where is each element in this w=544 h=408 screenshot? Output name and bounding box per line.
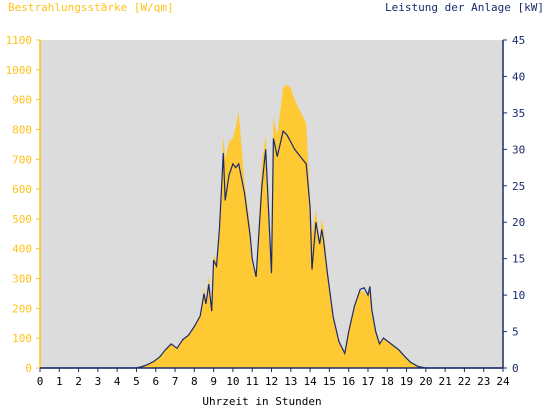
x-axis-title: Uhrzeit in Stunden [202,395,321,408]
y-left-tick-label: 1000 [6,64,33,77]
y-left-tick-label: 500 [12,213,32,226]
x-tick-label: 8 [191,375,198,388]
x-tick-label: 1 [56,375,63,388]
y-right-tick-label: 40 [512,70,525,83]
x-tick-label: 3 [95,375,102,388]
y-left-tick-label: 1100 [6,34,33,47]
y-right-tick-label: 25 [512,180,525,193]
x-tick-label: 13 [284,375,297,388]
x-tick-label: 15 [323,375,336,388]
x-tick-label: 14 [303,375,317,388]
x-tick-label: 0 [37,375,44,388]
y-right-tick-label: 20 [512,216,525,229]
y-left-tick-label: 600 [12,183,32,196]
y-right-tick-label: 15 [512,253,525,266]
x-tick-label: 6 [152,375,159,388]
x-tick-label: 17 [361,375,374,388]
x-tick-label: 24 [496,375,510,388]
y-left-tick-label: 400 [12,243,32,256]
x-tick-label: 10 [226,375,239,388]
x-tick-label: 7 [172,375,179,388]
y-left-tick-label: 700 [12,153,32,166]
y-right-tick-label: 0 [512,362,519,375]
x-tick-label: 2 [75,375,82,388]
y-left-tick-label: 900 [12,94,32,107]
ticks-layer: 0 1 2 3 4 5 6 7 8 9 10 11 12 13 14 15 16 17 18 19 20 21 22 23 24… [6,34,526,388]
y-left-tick-label: 300 [12,273,32,286]
x-tick-label: 5 [133,375,140,388]
y-right-tick-label: 5 [512,326,519,339]
x-tick-label: 16 [342,375,355,388]
x-tick-label: 23 [477,375,490,388]
x-tick-label: 4 [114,375,121,388]
y-left-tick-label: 800 [12,123,32,136]
x-tick-label: 18 [381,375,394,388]
x-tick-label: 19 [400,375,413,388]
x-tick-label: 12 [265,375,278,388]
right-axis-title: Leistung der Anlage [kW] [385,1,544,14]
x-tick-label: 9 [210,375,217,388]
x-tick-label: 20 [419,375,432,388]
y-left-tick-label: 100 [12,332,32,345]
series-layer [40,84,503,369]
y-right-tick-label: 35 [512,107,525,120]
y-right-tick-label: 10 [512,289,525,302]
x-tick-label: 21 [439,375,452,388]
y-left-tick-label: 200 [12,302,32,315]
y-right-tick-label: 30 [512,143,525,156]
y-left-tick-label: 0 [25,362,32,375]
x-tick-label: 22 [458,375,471,388]
irradiance-area [40,84,503,368]
x-tick-label: 11 [246,375,259,388]
power-line [40,129,503,369]
y-right-tick-label: 45 [512,34,525,47]
left-axis-title: Bestrahlungsstärke [W/qm] [8,1,174,14]
